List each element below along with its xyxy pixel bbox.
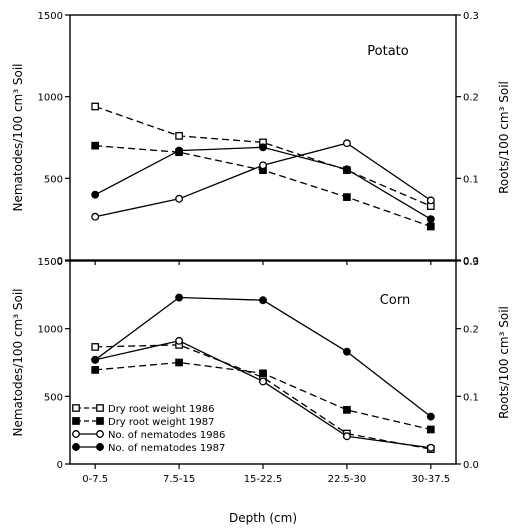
right-tick-label: 0.3 [463, 257, 479, 268]
data-point [426, 412, 435, 421]
right-tick-label: 0.1 [463, 392, 479, 403]
legend-label: Dry root weight 1987 [108, 417, 214, 428]
left-tick-label: 1500 [38, 257, 63, 268]
x-axis-title: Depth (cm) [229, 511, 297, 525]
data-point [175, 132, 183, 140]
left-tick-label: 0 [57, 256, 63, 267]
data-point [91, 366, 100, 374]
data-point [175, 194, 184, 203]
x-tick-label: 30-37.5 [412, 474, 451, 485]
panel-label: Potato [367, 44, 408, 59]
data-point [175, 293, 184, 302]
data-point [426, 443, 435, 452]
data-point [342, 432, 351, 441]
data-point [91, 343, 100, 351]
legend-label: No. of nematodes 1987 [108, 443, 225, 454]
series-line [94, 146, 432, 220]
left-tick-label: 500 [44, 392, 63, 403]
data-point [259, 161, 267, 170]
left-axis-title: Nematodes/100 cm³ Soil [11, 63, 25, 211]
legend-marker [96, 443, 104, 451]
right-tick-label: 0.3 [463, 11, 479, 22]
data-point [426, 425, 435, 434]
data-point [343, 193, 351, 201]
legend-marker [72, 404, 80, 412]
right-tick-label: 0.2 [463, 93, 479, 104]
series-line [94, 105, 432, 207]
series-line [95, 344, 431, 450]
data-point [259, 143, 267, 152]
data-point [342, 165, 351, 174]
left-tick-label: 1000 [38, 93, 63, 104]
legend-marker [96, 417, 104, 425]
left-axis-title: Nematodes/100 cm³ Soil [11, 288, 25, 436]
data-point [426, 215, 435, 224]
panel-label: Corn [380, 293, 410, 308]
data-point [175, 336, 184, 345]
left-tick-label: 1500 [38, 11, 63, 22]
series-line [95, 145, 432, 228]
left-tick-label: 500 [44, 174, 63, 185]
data-point [259, 377, 267, 386]
data-point [426, 222, 435, 231]
data-point [91, 102, 100, 111]
data-point [91, 141, 100, 150]
data-point [175, 146, 184, 155]
data-point [259, 369, 267, 378]
data-point [342, 347, 351, 356]
left-tick-label: 1000 [38, 325, 63, 336]
legend-marker [72, 417, 80, 425]
x-tick-label: 7.5-15 [163, 474, 195, 485]
right-tick-label: 0.1 [463, 174, 479, 185]
legend-label: No. of nematodes 1986 [108, 430, 225, 441]
data-point [342, 139, 351, 148]
right-tick-label: 0.2 [463, 325, 479, 336]
data-point [343, 406, 351, 414]
x-tick-label: 15-22.5 [244, 474, 283, 485]
right-tick-label: 0.0 [463, 256, 479, 267]
legend-marker [72, 443, 80, 451]
x-tick-label: 0-7.5 [82, 474, 108, 485]
series-line [95, 142, 432, 218]
data-point [91, 355, 100, 364]
right-tick-label: 0.0 [463, 460, 479, 471]
legend-marker [96, 430, 104, 438]
series-line [94, 296, 432, 418]
data-point [426, 196, 435, 205]
right-axis-title: Roots/100 cm³ Soil [497, 306, 511, 419]
legend-marker [72, 430, 80, 438]
data-point [259, 296, 267, 305]
x-tick-label: 22.5-30 [328, 474, 367, 485]
legend-label: Dry root weight 1986 [108, 404, 214, 415]
legend-marker [96, 404, 104, 412]
data-point [175, 358, 183, 367]
data-point [91, 212, 100, 221]
right-axis-title: Roots/100 cm³ Soil [497, 81, 511, 194]
left-tick-label: 0 [57, 460, 63, 471]
data-point [91, 190, 100, 199]
